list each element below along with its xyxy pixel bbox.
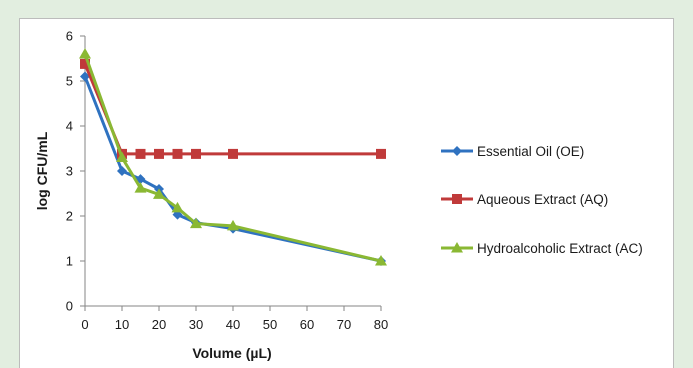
data-point bbox=[228, 148, 238, 159]
y-axis-label: log CFU/mL bbox=[34, 131, 50, 210]
data-point bbox=[191, 148, 201, 159]
y-tick-label: 6 bbox=[66, 29, 73, 44]
data-point bbox=[154, 148, 164, 159]
legend-label: Aqueous Extract (AQ) bbox=[477, 192, 608, 207]
x-tick-label: 20 bbox=[152, 317, 166, 332]
x-axis-label: Volume (µL) bbox=[192, 345, 271, 361]
y-tick-label: 2 bbox=[66, 209, 73, 224]
data-point bbox=[171, 201, 184, 213]
data-point bbox=[80, 71, 90, 82]
x-axis-ticks: 0 10 20 30 40 50 60 70 80 bbox=[81, 306, 388, 332]
series-line bbox=[83, 63, 381, 156]
legend-label: Hydroalcoholic Extract (AC) bbox=[477, 241, 643, 256]
data-point bbox=[376, 148, 386, 159]
data-point bbox=[116, 151, 128, 162]
x-tick-label: 70 bbox=[337, 317, 351, 332]
data-point bbox=[135, 148, 146, 159]
series-layer bbox=[79, 48, 387, 266]
data-point bbox=[172, 148, 183, 159]
data-point bbox=[80, 58, 90, 69]
y-axis-ticks: 0 1 2 3 4 5 6 bbox=[66, 29, 85, 314]
data-point bbox=[227, 219, 239, 231]
legend-marker bbox=[452, 146, 462, 156]
legend: Essential Oil (OE) Aqueous Extract (AQ) Hy… bbox=[441, 144, 643, 256]
y-tick-label: 3 bbox=[66, 164, 73, 179]
data-point bbox=[153, 188, 165, 199]
x-tick-label: 60 bbox=[300, 317, 314, 332]
series-diamond bbox=[80, 71, 386, 266]
data-point bbox=[117, 166, 127, 176]
chart-frame bbox=[19, 18, 674, 368]
data-point bbox=[79, 48, 91, 59]
y-tick-label: 1 bbox=[66, 254, 73, 269]
legend-label: Essential Oil (OE) bbox=[477, 144, 584, 159]
series-triangle bbox=[79, 48, 387, 266]
y-tick-label: 4 bbox=[66, 119, 73, 134]
y-tick-label: 0 bbox=[66, 299, 73, 314]
legend-marker bbox=[452, 194, 462, 204]
y-tick-label: 5 bbox=[66, 74, 73, 89]
series-square bbox=[80, 58, 386, 159]
x-tick-label: 50 bbox=[263, 317, 277, 332]
x-tick-label: 40 bbox=[226, 317, 240, 332]
series-line bbox=[83, 53, 382, 263]
x-tick-label: 30 bbox=[189, 317, 203, 332]
data-point bbox=[190, 217, 202, 229]
x-tick-label: 0 bbox=[81, 317, 88, 332]
x-tick-label: 80 bbox=[374, 317, 388, 332]
data-point bbox=[375, 255, 387, 266]
data-point bbox=[134, 182, 147, 193]
legend-marker bbox=[451, 242, 463, 253]
x-tick-label: 10 bbox=[115, 317, 129, 332]
